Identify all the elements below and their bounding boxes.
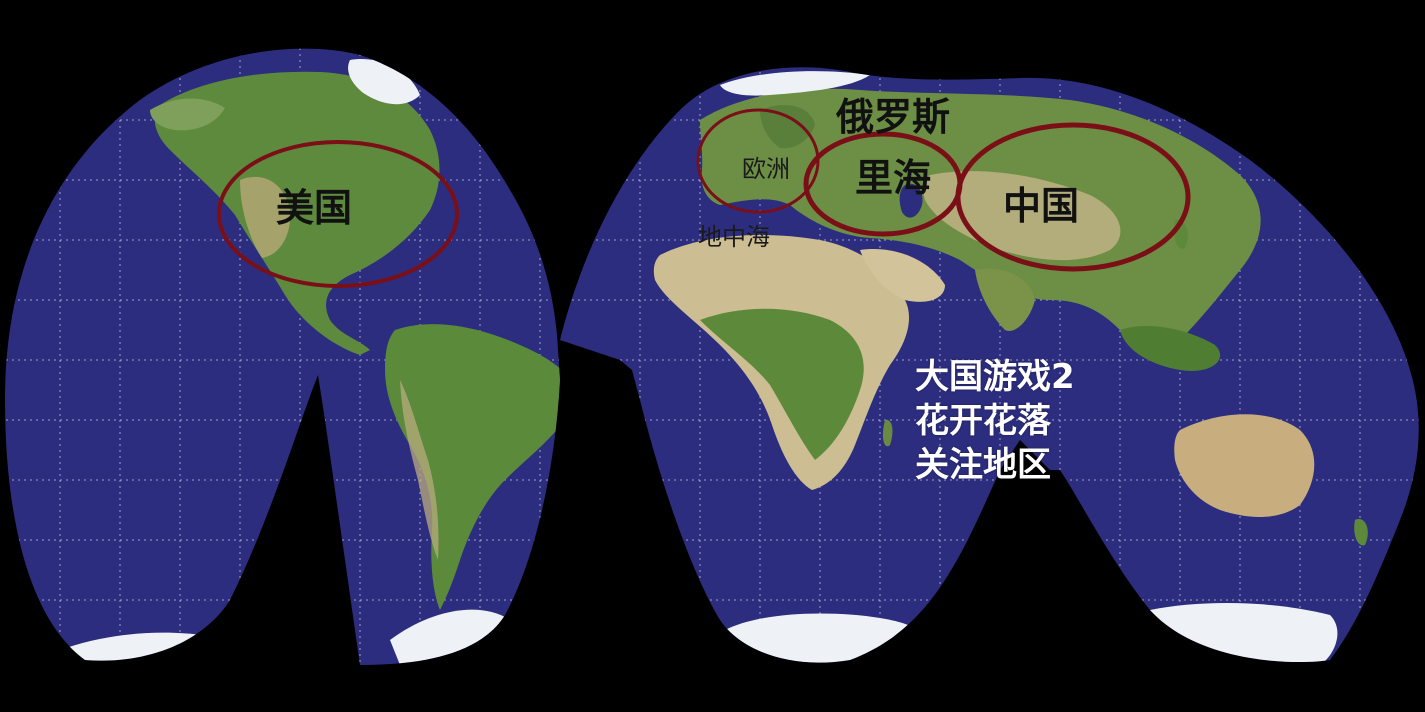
arctic-ice bbox=[720, 71, 870, 96]
us-west-desert bbox=[240, 176, 291, 258]
caption-line-1: 大国游戏2 bbox=[915, 357, 1075, 397]
usa-label: 美国 bbox=[276, 186, 353, 230]
antarctica-right-2 bbox=[1150, 603, 1338, 663]
usa-highlight-circle bbox=[217, 140, 459, 288]
antarctica-left-2 bbox=[390, 609, 510, 665]
europe-highlight-circle bbox=[696, 108, 820, 214]
scandinavia bbox=[760, 105, 815, 149]
slide-caption: 大国游戏2 花开花落 关注地区 bbox=[915, 355, 1075, 487]
india bbox=[975, 268, 1035, 331]
new-zealand bbox=[1354, 519, 1368, 546]
highlight-circles bbox=[217, 108, 1191, 288]
central-asia-dry bbox=[923, 171, 1121, 261]
africa-green bbox=[700, 308, 864, 460]
madagascar bbox=[882, 419, 893, 447]
greenland bbox=[348, 59, 420, 105]
australia bbox=[1174, 414, 1315, 517]
china-label: 中国 bbox=[1003, 184, 1080, 228]
mediterranean-label: 地中海 bbox=[698, 223, 770, 251]
caption-line-3: 关注地区 bbox=[915, 445, 1051, 485]
eastern-hemisphere-lobe bbox=[560, 67, 1419, 663]
americas-lobe bbox=[5, 48, 560, 666]
china-highlight-circle bbox=[955, 122, 1191, 272]
europe-label: 欧洲 bbox=[742, 155, 790, 183]
russia-label: 俄罗斯 bbox=[836, 95, 951, 139]
andes-dry bbox=[400, 380, 439, 560]
caption-line-2: 花开花落 bbox=[915, 401, 1051, 441]
alaska-area bbox=[150, 98, 225, 131]
caspian-sea bbox=[899, 183, 923, 218]
caspian-sea-label: 里海 bbox=[855, 156, 932, 200]
southeast-asia bbox=[1120, 325, 1221, 371]
arabia bbox=[860, 249, 945, 302]
